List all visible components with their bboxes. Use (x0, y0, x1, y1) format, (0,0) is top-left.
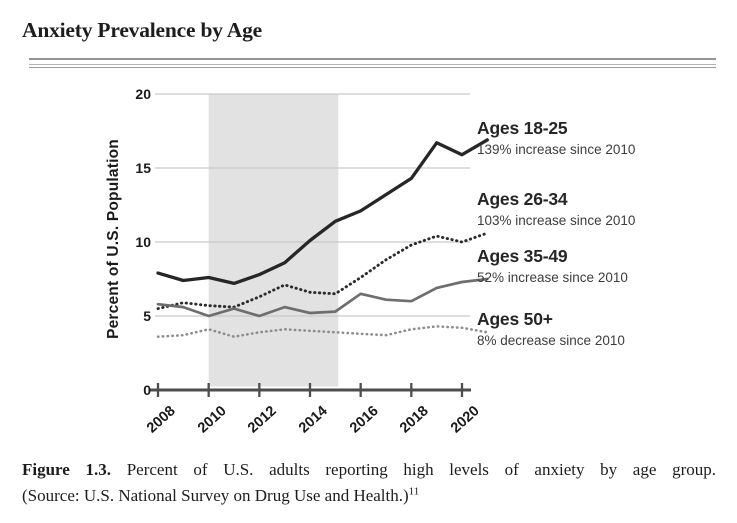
caption-line-2: (Source: U.S. National Survey on Drug Us… (22, 483, 716, 509)
legend-note: 8% decrease since 2010 (477, 333, 625, 348)
legend-note: 52% increase since 2010 (477, 270, 628, 285)
y-tick-label-15: 15 (135, 160, 151, 176)
caption-figure-label: Figure 1.3. (22, 460, 112, 479)
legend-label: Ages 50+ (477, 309, 553, 329)
title-divider-middle (29, 64, 716, 65)
line-ages-35-49 (156, 277, 489, 318)
legend-label: Ages 35-49 (477, 246, 568, 266)
legend-item-ages-50-plus: Ages 50+ 8% decrease since 2010 (477, 309, 625, 349)
legend-note: 103% increase since 2010 (477, 213, 636, 228)
legend-item-ages-18-25: Ages 18-25 139% increase since 2010 (477, 118, 635, 158)
y-tick-label-20: 20 (135, 86, 151, 102)
title-divider-bottom (29, 66, 716, 68)
caption-footnote-marker: 11 (408, 485, 420, 498)
caption-source: (Source: U.S. National Survey on Drug Us… (22, 486, 409, 505)
line-ages-26-34 (156, 231, 489, 311)
line-ages-50- (156, 325, 489, 339)
legend-item-ages-35-49: Ages 35-49 52% increase since 2010 (477, 246, 628, 286)
chart-canvas (150, 93, 489, 397)
caption-line-1: Figure 1.3. Percent of U.S. adults repor… (22, 457, 716, 483)
caption-text: Percent of U.S. adults reporting high le… (111, 460, 716, 479)
page-title: Anxiety Prevalence by Age (22, 18, 263, 42)
line-ages-18-25 (156, 138, 489, 286)
legend-label: Ages 18-25 (477, 118, 568, 138)
legend-note: 139% increase since 2010 (477, 142, 636, 157)
y-tick-label-0: 0 (143, 382, 151, 398)
y-tick-label-10: 10 (135, 234, 151, 250)
title-divider-top (29, 58, 716, 60)
shaded-band (208, 93, 339, 387)
y-tick-label-5: 5 (143, 308, 151, 324)
legend-item-ages-26-34: Ages 26-34 103% increase since 2010 (477, 189, 635, 229)
anxiety-chart: Percent of U.S. Population 0 5 10 15 20 2008… (0, 72, 737, 452)
legend-label: Ages 26-34 (477, 189, 568, 209)
figure-caption: Figure 1.3. Percent of U.S. adults repor… (22, 457, 716, 509)
